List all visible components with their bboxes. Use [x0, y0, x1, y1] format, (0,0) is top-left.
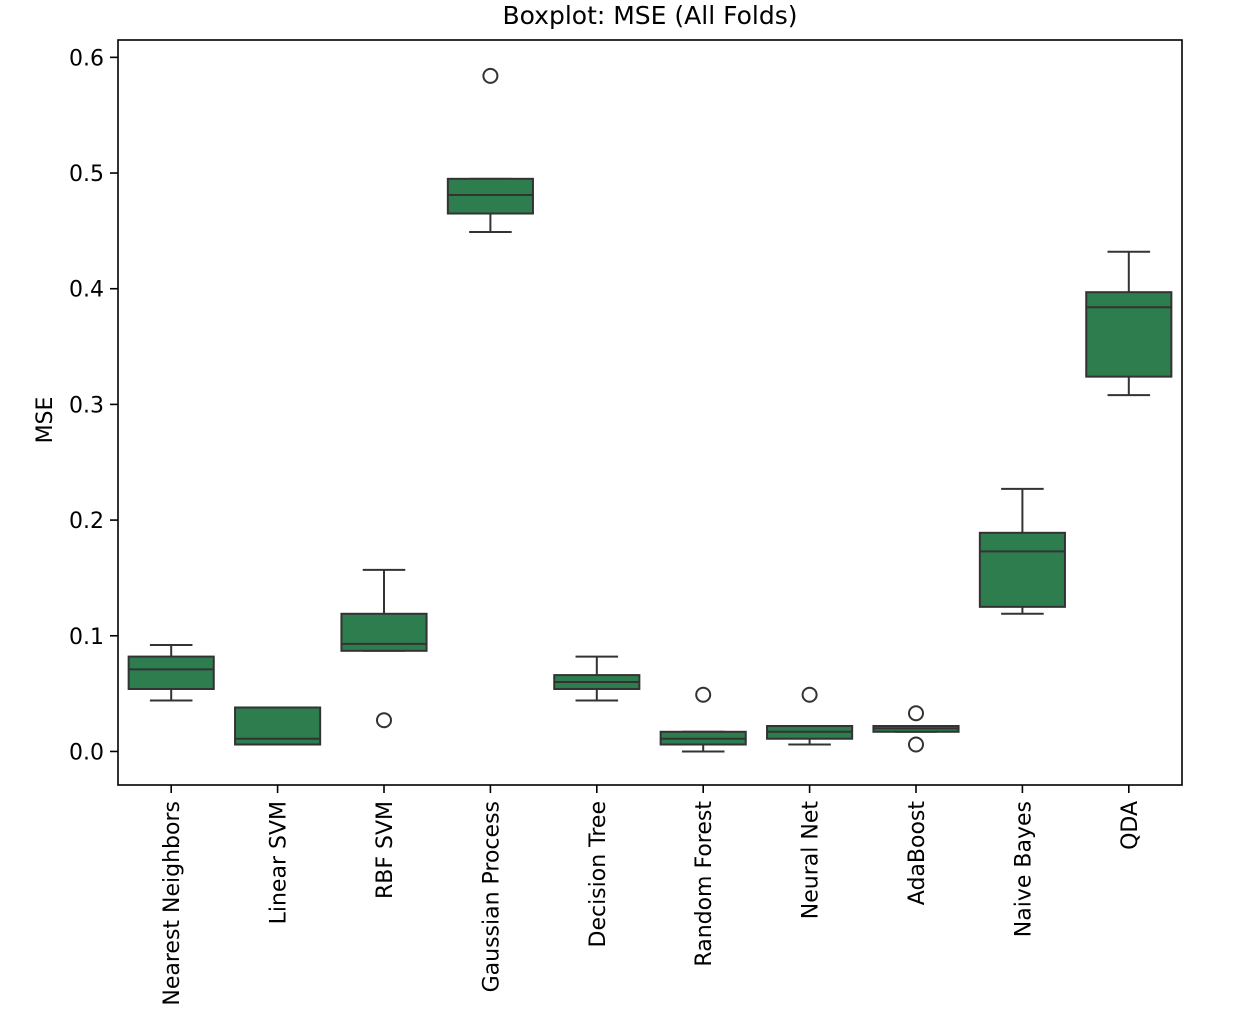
x-tick-label: RBF SVM: [373, 801, 398, 899]
x-tick-label: Gaussian Process: [479, 801, 504, 992]
outlier-point: [482, 67, 499, 84]
plot-area: 0.0 0.1 0.2 0.3 0.4 0.5 0.6 Nearest Neighbors Li…: [69, 39, 1183, 1006]
box-qda: [1085, 291, 1173, 378]
y-axis-label: MSE: [33, 397, 58, 444]
x-tick-label: Neural Net: [799, 801, 824, 920]
y-tick-label: 0.5: [69, 162, 104, 187]
x-tick-label: AdaBoost: [905, 801, 930, 906]
outlier-point: [695, 686, 712, 703]
y-tick-label: 0.6: [69, 46, 104, 71]
y-tick-label: 0.4: [69, 278, 104, 303]
chart-title: Boxplot: MSE (All Folds): [502, 1, 797, 30]
box-nearest-neighbors: [127, 655, 215, 690]
y-tick-label: 0.1: [69, 625, 104, 650]
x-tick-label: Nearest Neighbors: [160, 801, 185, 1006]
outlier-point: [801, 686, 818, 703]
y-tick-label: 0.2: [69, 509, 104, 534]
x-tick-label: Random Forest: [692, 801, 717, 967]
x-tick-label: QDA: [1118, 801, 1143, 850]
plot-frame: [117, 39, 1183, 786]
outlier-point: [376, 712, 392, 729]
y-tick-label: 0.3: [69, 393, 104, 418]
x-tick-label: Decision Tree: [586, 801, 611, 948]
x-tick-label: Linear SVM: [267, 801, 292, 924]
outlier-point: [908, 705, 924, 722]
box-rbf-svm: [340, 612, 428, 652]
box-naive-bayes: [978, 531, 1066, 608]
box-gaussian-process: [446, 177, 534, 215]
y-tick-label: 0.0: [69, 740, 104, 765]
x-tick-label: Naive Bayes: [1011, 801, 1036, 937]
outlier-point: [908, 736, 924, 753]
